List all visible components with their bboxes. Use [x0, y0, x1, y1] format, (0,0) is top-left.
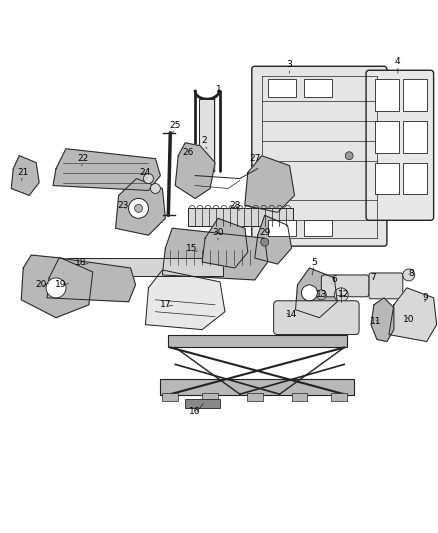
- Bar: [188, 208, 293, 226]
- Text: 9: 9: [423, 293, 428, 302]
- Text: 11: 11: [370, 317, 382, 326]
- Bar: [304, 220, 332, 236]
- Text: 3: 3: [287, 60, 293, 69]
- Bar: [403, 79, 427, 111]
- FancyBboxPatch shape: [366, 70, 434, 220]
- Text: 5: 5: [311, 257, 317, 266]
- Polygon shape: [21, 255, 93, 318]
- Text: 17: 17: [159, 300, 171, 309]
- FancyBboxPatch shape: [252, 66, 387, 246]
- Polygon shape: [47, 258, 135, 302]
- Text: 12: 12: [338, 290, 349, 300]
- Polygon shape: [175, 143, 215, 198]
- Polygon shape: [296, 268, 337, 318]
- FancyBboxPatch shape: [369, 273, 403, 299]
- Bar: [403, 163, 427, 195]
- Polygon shape: [245, 156, 294, 212]
- Text: 21: 21: [18, 168, 29, 177]
- Text: 23: 23: [117, 201, 128, 210]
- Circle shape: [334, 288, 348, 302]
- Text: 4: 4: [395, 57, 401, 66]
- Bar: [375, 163, 399, 195]
- Circle shape: [144, 174, 153, 183]
- Bar: [168, 335, 347, 348]
- Bar: [49, 258, 223, 276]
- Circle shape: [261, 238, 268, 246]
- Bar: [202, 393, 218, 401]
- Text: 18: 18: [75, 257, 87, 266]
- Circle shape: [301, 285, 318, 301]
- Bar: [304, 79, 332, 97]
- Polygon shape: [371, 298, 394, 342]
- Text: 7: 7: [370, 273, 376, 282]
- Polygon shape: [145, 270, 225, 329]
- Text: 29: 29: [259, 228, 270, 237]
- Polygon shape: [11, 156, 39, 196]
- Bar: [375, 121, 399, 153]
- Text: 8: 8: [408, 270, 413, 278]
- Polygon shape: [389, 288, 437, 342]
- Bar: [292, 393, 307, 401]
- Bar: [403, 121, 427, 153]
- Text: 2: 2: [201, 136, 207, 146]
- Text: 13: 13: [316, 290, 327, 300]
- Polygon shape: [202, 219, 248, 268]
- Bar: [160, 379, 354, 395]
- Text: 30: 30: [212, 228, 224, 237]
- Text: 10: 10: [403, 315, 414, 324]
- Circle shape: [134, 204, 142, 212]
- Text: 1: 1: [216, 85, 222, 94]
- Polygon shape: [255, 215, 292, 264]
- Text: 22: 22: [77, 154, 88, 163]
- Polygon shape: [116, 179, 165, 235]
- Circle shape: [150, 183, 160, 193]
- Bar: [375, 79, 399, 111]
- Text: 14: 14: [286, 310, 297, 319]
- Text: 28: 28: [229, 201, 240, 210]
- Circle shape: [421, 295, 427, 301]
- Circle shape: [46, 278, 66, 298]
- Text: 16: 16: [189, 407, 201, 416]
- Text: 24: 24: [140, 168, 151, 177]
- Text: 20: 20: [35, 280, 47, 289]
- Bar: [268, 220, 296, 236]
- Circle shape: [345, 152, 353, 160]
- Circle shape: [403, 269, 415, 281]
- FancyBboxPatch shape: [321, 275, 369, 297]
- Bar: [247, 393, 263, 401]
- Bar: [162, 393, 178, 401]
- Circle shape: [316, 290, 326, 300]
- Text: 6: 6: [332, 276, 337, 285]
- Text: 19: 19: [55, 280, 67, 289]
- Text: 25: 25: [170, 122, 181, 131]
- Bar: [185, 399, 220, 408]
- Bar: [268, 79, 296, 97]
- FancyBboxPatch shape: [274, 301, 359, 335]
- Text: 26: 26: [183, 148, 194, 157]
- Bar: [331, 393, 347, 401]
- Text: 15: 15: [187, 244, 198, 253]
- Bar: [199, 99, 214, 171]
- Polygon shape: [53, 149, 160, 190]
- Polygon shape: [162, 228, 268, 280]
- Text: 27: 27: [249, 154, 261, 163]
- Circle shape: [129, 198, 148, 219]
